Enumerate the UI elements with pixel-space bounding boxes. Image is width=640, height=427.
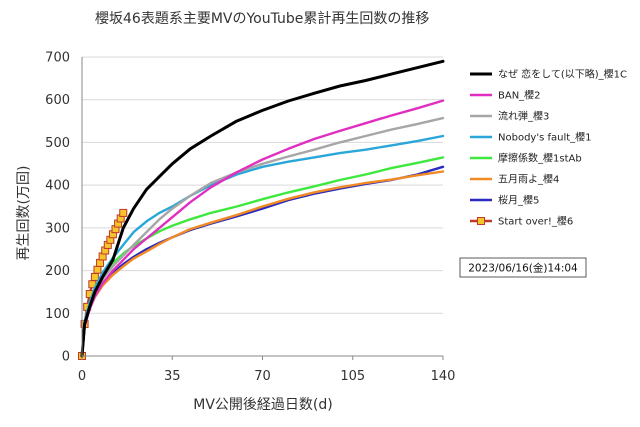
legend-item: Start over!_櫻6 bbox=[470, 215, 573, 228]
timestamp-text: 2023/06/16(金)14:04 bbox=[468, 262, 578, 275]
legend-item: なぜ 恋をして(以下略)_櫻1C bbox=[470, 68, 627, 81]
series-point-8 bbox=[90, 272, 99, 281]
legend: なぜ 恋をして(以下略)_櫻1C BAN_櫻2 流れ弾_櫻3 Nobody's fau… bbox=[470, 68, 627, 228]
legend-item: 五月雨よ_櫻4 bbox=[470, 173, 559, 186]
y-tick-label: 300 bbox=[45, 221, 70, 236]
legend-label: 摩擦係数_櫻1stAb bbox=[498, 152, 582, 165]
x-tick-label: 35 bbox=[164, 369, 181, 384]
legend-item: BAN_櫻2 bbox=[470, 89, 541, 102]
legend-marker bbox=[477, 217, 485, 225]
legend-label: なぜ 恋をして(以下略)_櫻1C bbox=[498, 68, 627, 81]
x-tick-label: 105 bbox=[340, 369, 365, 384]
y-tick-label: 100 bbox=[45, 307, 70, 322]
legend-item: 桜月_櫻5 bbox=[470, 194, 539, 207]
legend-item: 摩擦係数_櫻1stAb bbox=[470, 152, 582, 165]
timestamp-annotation: 2023/06/16(金)14:04 bbox=[459, 257, 587, 278]
y-tick-label: 700 bbox=[45, 51, 70, 66]
series-point-8 bbox=[119, 208, 128, 217]
x-tick-label: 70 bbox=[254, 369, 271, 384]
series-layer bbox=[78, 59, 445, 360]
grid-layer bbox=[82, 56, 443, 357]
y-tick-label: 0 bbox=[62, 350, 70, 365]
x-tick-label: 140 bbox=[431, 369, 456, 384]
series-point-8 bbox=[93, 265, 102, 274]
legend-label: 桜月_櫻5 bbox=[498, 194, 539, 207]
x-tick-label: 0 bbox=[78, 369, 86, 384]
axis-layer: 0 100 200 300 400 500 600 700 0 35 70 105 140 bbox=[45, 51, 455, 385]
chart-title: 櫻坂46表題系主要MVのYouTube累計再生回数の推移 bbox=[95, 10, 429, 27]
legend-label: 五月雨よ_櫻4 bbox=[498, 173, 559, 186]
y-tick-label: 600 bbox=[45, 93, 70, 108]
legend-label: Nobody's fault_櫻1 bbox=[498, 131, 592, 144]
series-line-1 bbox=[80, 59, 445, 358]
legend-label: 流れ弾_櫻3 bbox=[498, 110, 549, 123]
y-tick-label: 500 bbox=[45, 136, 70, 151]
legend-label: BAN_櫻2 bbox=[498, 89, 541, 102]
x-axis-title: MV公開後経過日数(d) bbox=[193, 397, 332, 413]
timestamp-box bbox=[459, 257, 587, 278]
legend-item: Nobody's fault_櫻1 bbox=[470, 131, 592, 144]
series-line-2 bbox=[80, 99, 445, 358]
y-axis-title: 再生回数(万回) bbox=[16, 166, 32, 261]
legend-label: Start over!_櫻6 bbox=[498, 215, 573, 228]
legend-item: 流れ弾_櫻3 bbox=[470, 110, 549, 123]
y-tick-label: 200 bbox=[45, 264, 70, 279]
y-tick-label: 400 bbox=[45, 179, 70, 194]
